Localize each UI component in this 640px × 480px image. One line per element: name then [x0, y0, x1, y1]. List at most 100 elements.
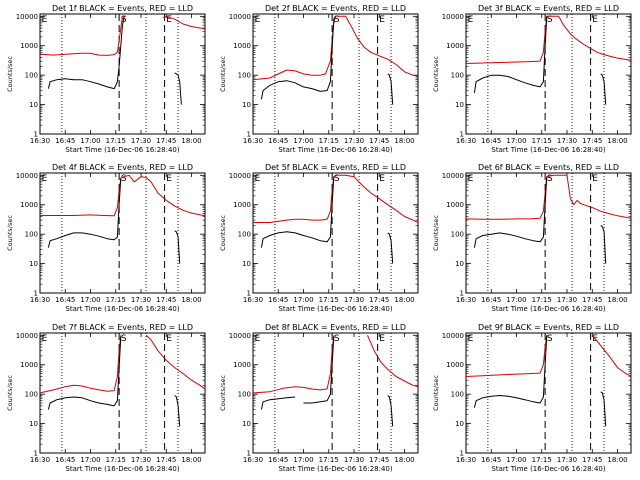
- y-tick-label: 100: [451, 391, 464, 399]
- marker-label: E: [42, 174, 48, 184]
- y-tick-label: 1000: [233, 42, 251, 50]
- y-tick-label: 10: [242, 101, 251, 109]
- y-tick-label: 10000: [442, 172, 464, 180]
- x-tick-label: 17:00: [293, 296, 313, 304]
- marker-label: E: [468, 334, 474, 344]
- x-tick-label: 17:00: [80, 296, 100, 304]
- panel-title: Det 9f BLACK = Events, RED = LLD: [478, 323, 619, 332]
- x-tick-label: 16:30: [243, 296, 263, 304]
- y-tick-label: 10: [455, 101, 464, 109]
- y-axis-label: Counts/sec: [432, 56, 440, 92]
- x-tick-label: 16:30: [456, 296, 476, 304]
- events-series-line: [260, 176, 335, 248]
- y-tick-label: 10000: [16, 332, 38, 340]
- x-tick-label: 17:00: [80, 137, 100, 145]
- events-series-line: [473, 16, 548, 93]
- x-tick-label: 18:00: [181, 456, 201, 464]
- lld-series-line: [253, 335, 335, 394]
- lld-series-line: [466, 15, 631, 64]
- y-axis-label: Counts/sec: [6, 375, 14, 411]
- events-series-line: [387, 73, 394, 105]
- y-tick-label: 1000: [446, 42, 464, 50]
- x-tick-label: 18:00: [607, 456, 627, 464]
- events-series-line: [174, 230, 181, 264]
- y-tick-label: 1000: [20, 201, 38, 209]
- marker-label: E: [379, 174, 385, 184]
- marker-label: E: [379, 334, 385, 344]
- marker-label: E: [592, 174, 598, 184]
- y-tick-label: 1000: [20, 42, 38, 50]
- panel-7: Det 7f BLACK = Events, RED = LLD 16:30 16:…: [6, 323, 206, 473]
- x-axis-label: Start Time (16-Dec-06 16:28:40): [278, 305, 392, 313]
- plot-frame: [39, 172, 206, 294]
- x-tick-label: 17:45: [582, 456, 602, 464]
- y-tick-label: 1: [247, 290, 251, 298]
- x-tick-label: 17:15: [106, 296, 126, 304]
- marker-label: E: [166, 15, 172, 25]
- y-tick-label: 100: [25, 231, 38, 239]
- x-tick-label: 17:45: [582, 296, 602, 304]
- x-tick-label: 18:00: [394, 137, 414, 145]
- panel-9: Det 9f BLACK = Events, RED = LLD 16:30 16:…: [432, 323, 632, 473]
- events-series-line: [387, 232, 394, 264]
- events-series-line: [473, 176, 548, 248]
- plot-frame: [252, 172, 419, 294]
- events-series-line: [387, 395, 394, 427]
- y-tick-label: 10: [29, 420, 38, 428]
- x-tick-label: 17:45: [369, 137, 389, 145]
- x-tick-label: 17:30: [557, 296, 577, 304]
- series-group: [466, 174, 631, 264]
- series-group: [253, 335, 418, 427]
- y-tick-label: 100: [25, 72, 38, 80]
- y-tick-label: 1: [460, 450, 464, 458]
- lld-series-line: [591, 334, 631, 377]
- panel-8: Det 8f BLACK = Events, RED = LLD 16:30 16:…: [219, 323, 419, 473]
- marker-label: E: [166, 334, 172, 344]
- y-tick-label: 1: [34, 450, 38, 458]
- y-tick-label: 100: [238, 72, 251, 80]
- panel-6: Det 6f BLACK = Events, RED = LLD 16:30 16:…: [432, 163, 632, 313]
- x-tick-label: 17:45: [156, 456, 176, 464]
- y-tick-label: 1: [460, 290, 464, 298]
- x-tick-label: 17:30: [557, 456, 577, 464]
- x-tick-label: 16:30: [30, 456, 50, 464]
- y-tick-label: 100: [238, 231, 251, 239]
- x-tick-label: 17:00: [506, 296, 526, 304]
- events-series-line: [303, 336, 335, 404]
- x-tick-label: 17:45: [582, 137, 602, 145]
- x-tick-label: 17:30: [344, 456, 364, 464]
- x-tick-label: 17:15: [106, 137, 126, 145]
- y-axis-label: Counts/sec: [219, 56, 227, 92]
- x-tick-label: 16:30: [30, 137, 50, 145]
- x-tick-label: 18:00: [181, 296, 201, 304]
- events-series-line: [174, 72, 182, 105]
- x-tick-label: 17:30: [344, 137, 364, 145]
- x-tick-label: 16:45: [481, 456, 501, 464]
- y-tick-label: 1000: [20, 361, 38, 369]
- y-tick-label: 100: [238, 391, 251, 399]
- marker-label: E: [166, 174, 172, 184]
- marker-label: E: [255, 334, 261, 344]
- x-axis-label: Start Time (16-Dec-06 16:28:40): [491, 465, 605, 473]
- lld-series-line: [40, 15, 126, 56]
- marker-label: S: [334, 15, 340, 25]
- y-tick-label: 100: [451, 72, 464, 80]
- series-group: [466, 15, 631, 105]
- x-tick-label: 18:00: [607, 137, 627, 145]
- x-axis-label: Start Time (16-Dec-06 16:28:40): [65, 465, 179, 473]
- x-tick-label: 18:00: [607, 296, 627, 304]
- panel-title: Det 4f BLACK = Events, RED = LLD: [52, 163, 193, 172]
- marker-label: E: [468, 174, 474, 184]
- events-series-line: [473, 335, 548, 408]
- x-tick-label: 17:45: [156, 296, 176, 304]
- plot-frame: [39, 332, 206, 454]
- y-tick-label: 10: [29, 260, 38, 268]
- x-tick-label: 16:45: [55, 296, 75, 304]
- plot-frame: [252, 332, 419, 454]
- series-group: [40, 15, 205, 105]
- x-tick-label: 16:45: [481, 296, 501, 304]
- lld-series-line: [145, 334, 205, 390]
- x-tick-label: 17:00: [80, 456, 100, 464]
- y-tick-label: 10000: [442, 13, 464, 21]
- y-tick-label: 1000: [233, 361, 251, 369]
